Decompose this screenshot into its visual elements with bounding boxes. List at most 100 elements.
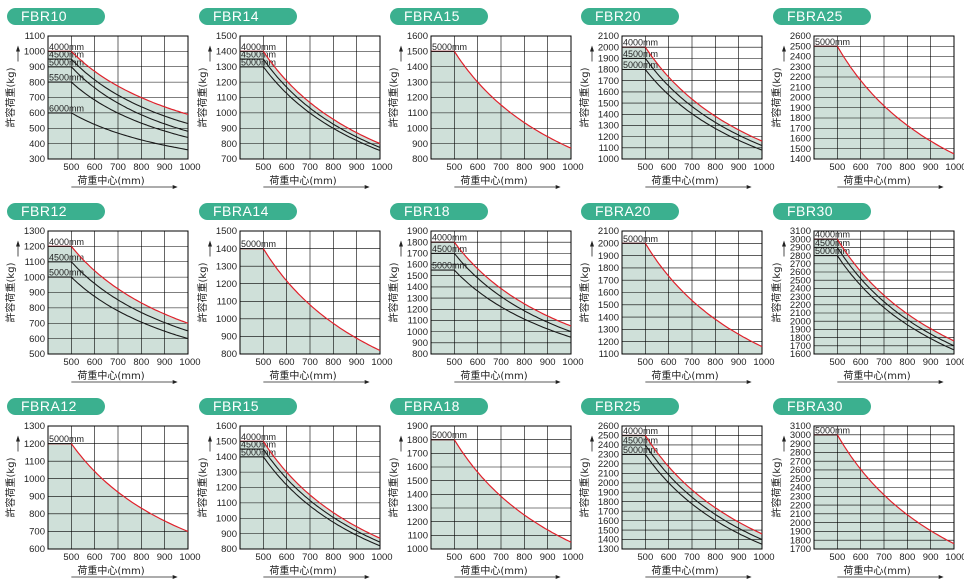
mast-height-label: 4000mm <box>49 237 84 247</box>
x-tick-label: 700 <box>684 357 700 368</box>
plot-frame <box>239 230 381 355</box>
y-tick-label: 1300 <box>598 544 619 555</box>
model-badge: FBR20 <box>581 8 679 25</box>
x-arrow-head <box>746 575 752 579</box>
x-tick-label: 700 <box>684 162 700 173</box>
y-tick-label: 1700 <box>790 341 811 352</box>
series-line-4000mm <box>431 241 572 327</box>
y-tick-label: 1400 <box>598 312 619 323</box>
x-tick-label: 1000 <box>945 162 964 173</box>
y-tick-label: 1400 <box>598 535 619 546</box>
x-tick-label: 1000 <box>179 357 200 368</box>
x-tick-label: 700 <box>302 552 318 563</box>
y-arrow-head <box>590 435 594 442</box>
y-axis-label: 許容荷重(kg) <box>578 67 591 127</box>
chart-panel-fbra18: FBRA18 5000mm 1000 1100 1200 1300 1400 1500 1600… <box>387 394 584 584</box>
plot-frame <box>621 230 763 355</box>
chart-panel-fbr30: FBR30 5000mm 4500mm 4000mm 1600 1700 1800 1900 2… <box>770 199 964 389</box>
mast-height-label: 4000mm <box>432 233 467 243</box>
x-arrow-head <box>172 380 178 384</box>
y-tick-label: 2400 <box>790 483 811 494</box>
x-tick-label: 700 <box>302 162 318 173</box>
x-tick-label: 800 <box>707 552 723 563</box>
series-line-4500mm <box>48 261 189 332</box>
y-tick-label: 1000 <box>407 327 428 338</box>
x-tick-label: 1000 <box>371 162 392 173</box>
x-tick-label: 800 <box>133 357 149 368</box>
y-tick-label: 2400 <box>790 284 811 295</box>
y-tick-label: 3100 <box>790 226 811 237</box>
x-tick-label: 800 <box>516 357 532 368</box>
load-chart-svg: 5000mm4500mm4000mm1000110012001300140015… <box>578 31 775 189</box>
y-tick-label: 1900 <box>407 226 428 237</box>
y-arrow-head <box>208 435 212 442</box>
x-tick-label: 500 <box>829 162 845 173</box>
x-tick-label: 500 <box>63 162 79 173</box>
y-tick-label: 2500 <box>790 41 811 52</box>
x-tick-label: 800 <box>516 162 532 173</box>
x-tick-label: 600 <box>853 357 869 368</box>
y-tick-label: 3100 <box>790 421 811 432</box>
y-tick-label: 2300 <box>790 62 811 73</box>
y-tick-label: 1500 <box>598 525 619 536</box>
y-tick-label: 2100 <box>790 509 811 520</box>
mast-height-label: 4000mm <box>241 42 276 52</box>
plot-frame <box>47 35 189 160</box>
x-tick-label: 500 <box>829 357 845 368</box>
x-tick-label: 800 <box>133 162 149 173</box>
y-tick-label: 500 <box>29 123 45 134</box>
y-tick-label: 2600 <box>598 421 619 432</box>
y-tick-label: 1400 <box>216 452 237 463</box>
capacity-area <box>814 46 954 159</box>
series-line-5000mm <box>240 456 381 547</box>
x-axis-label: 荷重中心(mm) <box>269 369 336 382</box>
y-tick-label: 1600 <box>598 288 619 299</box>
y-tick-label: 1100 <box>408 316 428 327</box>
y-tick-label: 1300 <box>407 503 428 514</box>
x-arrow-head <box>364 380 370 384</box>
y-tick-label: 1800 <box>790 535 811 546</box>
x-axis-label: 荷重中心(mm) <box>77 369 144 382</box>
plot-frame <box>621 425 763 550</box>
y-arrow-head <box>208 45 212 52</box>
x-arrow-head <box>364 185 370 189</box>
plot-frame <box>430 230 572 355</box>
series-line-4000mm <box>48 245 189 324</box>
y-tick-label: 400 <box>29 139 45 150</box>
y-tick-label: 900 <box>221 529 237 540</box>
plot-frame <box>813 35 955 160</box>
y-axis-label: 許容荷重(kg) <box>578 262 591 322</box>
x-axis-label: 荷重中心(mm) <box>77 564 144 577</box>
y-tick-label: 1200 <box>407 517 428 528</box>
x-tick-label: 1000 <box>371 552 392 563</box>
series-line-5000mm <box>431 269 572 338</box>
y-tick-label: 1700 <box>407 449 428 460</box>
x-tick-label: 700 <box>302 357 318 368</box>
y-tick-label: 2800 <box>790 251 811 262</box>
mast-height-label: 4000mm <box>241 432 276 442</box>
x-tick-label: 900 <box>731 162 747 173</box>
y-tick-label: 2100 <box>598 226 619 237</box>
y-tick-label: 2300 <box>598 450 619 461</box>
y-tick-label: 1700 <box>790 123 811 134</box>
x-tick-label: 1000 <box>562 552 583 563</box>
y-tick-label: 2400 <box>598 440 619 451</box>
x-tick-label: 600 <box>661 552 677 563</box>
series-line-6000mm <box>48 112 189 151</box>
y-tick-label: 900 <box>412 338 428 349</box>
y-tick-label: 1000 <box>24 47 45 58</box>
mast-height-label: 5000mm <box>49 434 84 444</box>
y-tick-label: 1400 <box>598 109 619 120</box>
model-badge: FBRA20 <box>581 203 679 220</box>
y-arrow-head <box>16 240 20 247</box>
capacity-area <box>622 243 762 354</box>
x-axis-label: 荷重中心(mm) <box>651 369 718 382</box>
y-tick-label: 1700 <box>598 275 619 286</box>
x-arrow-head <box>172 575 178 579</box>
series-line-4500mm <box>622 57 763 147</box>
y-tick-label: 1400 <box>407 62 428 73</box>
x-tick-label: 600 <box>661 162 677 173</box>
y-axis-label: 許容荷重(kg) <box>578 457 591 517</box>
